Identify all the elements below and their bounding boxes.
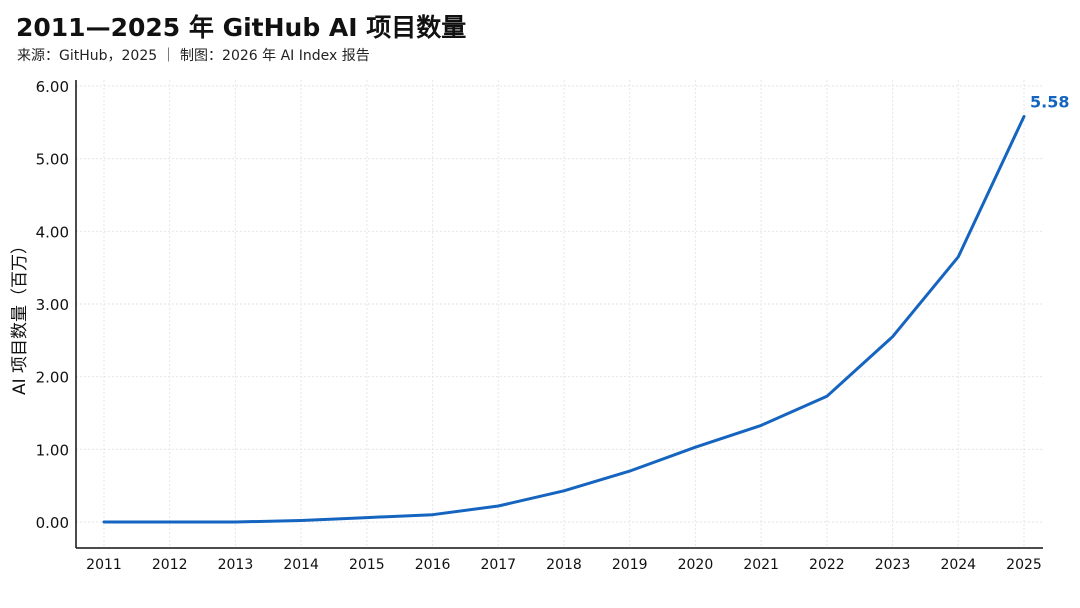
y-tick-label: 1.00 [36, 441, 69, 459]
y-tick-label: 4.00 [36, 223, 69, 241]
chart-subtitle: 来源：GitHub，2025 ｜ 制图：2026 年 AI Index 报告 [17, 48, 370, 64]
x-tick-label: 2013 [218, 557, 254, 573]
x-tick-label: 2022 [809, 557, 845, 573]
y-tick-label: 5.00 [36, 151, 69, 169]
x-tick-label: 2016 [415, 557, 451, 573]
x-tick-label: 2017 [480, 557, 516, 573]
x-tick-label: 2015 [349, 557, 385, 573]
x-tick-label: 2020 [678, 557, 714, 573]
x-tick-label: 2019 [612, 557, 648, 573]
x-tick-label: 2011 [86, 557, 122, 573]
x-tick-label: 2021 [743, 557, 779, 573]
x-tick-label: 2012 [152, 557, 188, 573]
x-tick-label: 2024 [940, 557, 976, 573]
y-tick-label: 2.00 [36, 369, 69, 387]
data-labels: 5.58 [1030, 93, 1069, 112]
grid-lines [76, 80, 1043, 548]
y-tick-label: 3.00 [36, 296, 69, 314]
series-line [102, 115, 1026, 524]
tick-labels: 0.00 1.00 2.00 3.00 4.00 5.00 6.00 2011 2012 2013… [36, 78, 1042, 573]
y-tick-label: 0.00 [36, 514, 69, 532]
chart-title: 2011—2025 年 GitHub AI 项目数量 [16, 13, 467, 42]
axes [75, 80, 1043, 549]
y-tick-label: 6.00 [36, 78, 69, 96]
y-axis-title: AI 项目数量（百万） [10, 237, 30, 395]
data-label: 5.58 [1030, 93, 1069, 112]
series-layer [102, 115, 1026, 524]
x-tick-label: 2018 [546, 557, 582, 573]
x-tick-label: 2014 [283, 557, 319, 573]
x-tick-label: 2023 [875, 557, 911, 573]
x-tick-label: 2025 [1006, 557, 1042, 573]
